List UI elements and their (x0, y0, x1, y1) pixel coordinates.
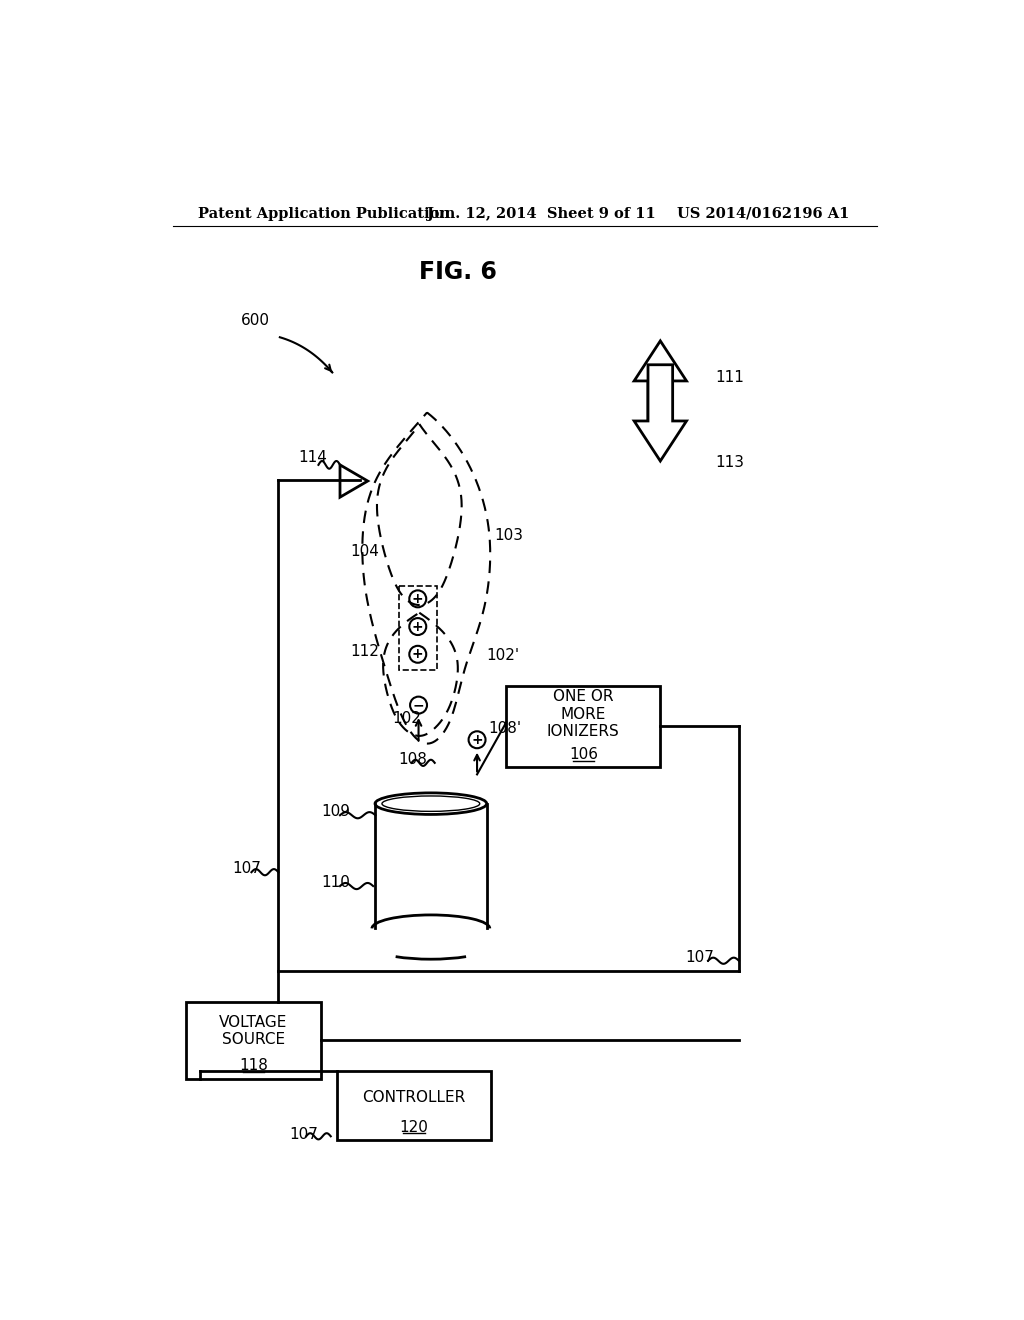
Text: 118: 118 (239, 1057, 268, 1073)
Text: 102': 102' (486, 648, 519, 663)
Text: +: + (471, 733, 483, 747)
Text: Patent Application Publication: Patent Application Publication (199, 207, 451, 220)
Bar (186, 1002, 321, 1078)
Text: 114: 114 (298, 450, 328, 465)
Text: Jun. 12, 2014  Sheet 9 of 11: Jun. 12, 2014 Sheet 9 of 11 (427, 207, 655, 220)
Text: +: + (412, 591, 424, 606)
Text: 107: 107 (685, 950, 714, 965)
Text: VOLTAGE
SOURCE: VOLTAGE SOURCE (219, 1015, 288, 1047)
Text: +: + (412, 647, 424, 661)
Polygon shape (634, 364, 686, 461)
Text: US 2014/0162196 A1: US 2014/0162196 A1 (677, 207, 850, 220)
Text: ONE OR
MORE
IONIZERS: ONE OR MORE IONIZERS (547, 689, 620, 739)
Text: 111: 111 (716, 371, 744, 385)
Text: 113: 113 (716, 455, 744, 470)
Text: +: + (412, 619, 424, 634)
Bar (506, 686, 660, 767)
Text: 102: 102 (392, 711, 421, 726)
Text: 104: 104 (350, 544, 379, 558)
Polygon shape (634, 341, 686, 437)
Text: 112: 112 (350, 644, 379, 659)
Ellipse shape (382, 796, 480, 812)
Text: 110: 110 (322, 875, 350, 890)
Text: FIG. 6: FIG. 6 (419, 260, 498, 284)
Text: 600: 600 (241, 313, 269, 327)
Text: 120: 120 (399, 1119, 428, 1135)
Text: 106: 106 (568, 747, 598, 762)
Ellipse shape (375, 793, 486, 814)
Text: 108: 108 (398, 751, 427, 767)
Text: 108': 108' (488, 721, 522, 735)
Text: 107: 107 (289, 1127, 318, 1142)
Text: 103: 103 (494, 528, 523, 544)
Text: 107: 107 (232, 861, 261, 876)
Text: CONTROLLER: CONTROLLER (362, 1090, 466, 1105)
Bar (337, 1071, 490, 1140)
Text: −: − (413, 698, 424, 711)
Text: 109: 109 (322, 804, 350, 818)
Polygon shape (340, 465, 368, 498)
